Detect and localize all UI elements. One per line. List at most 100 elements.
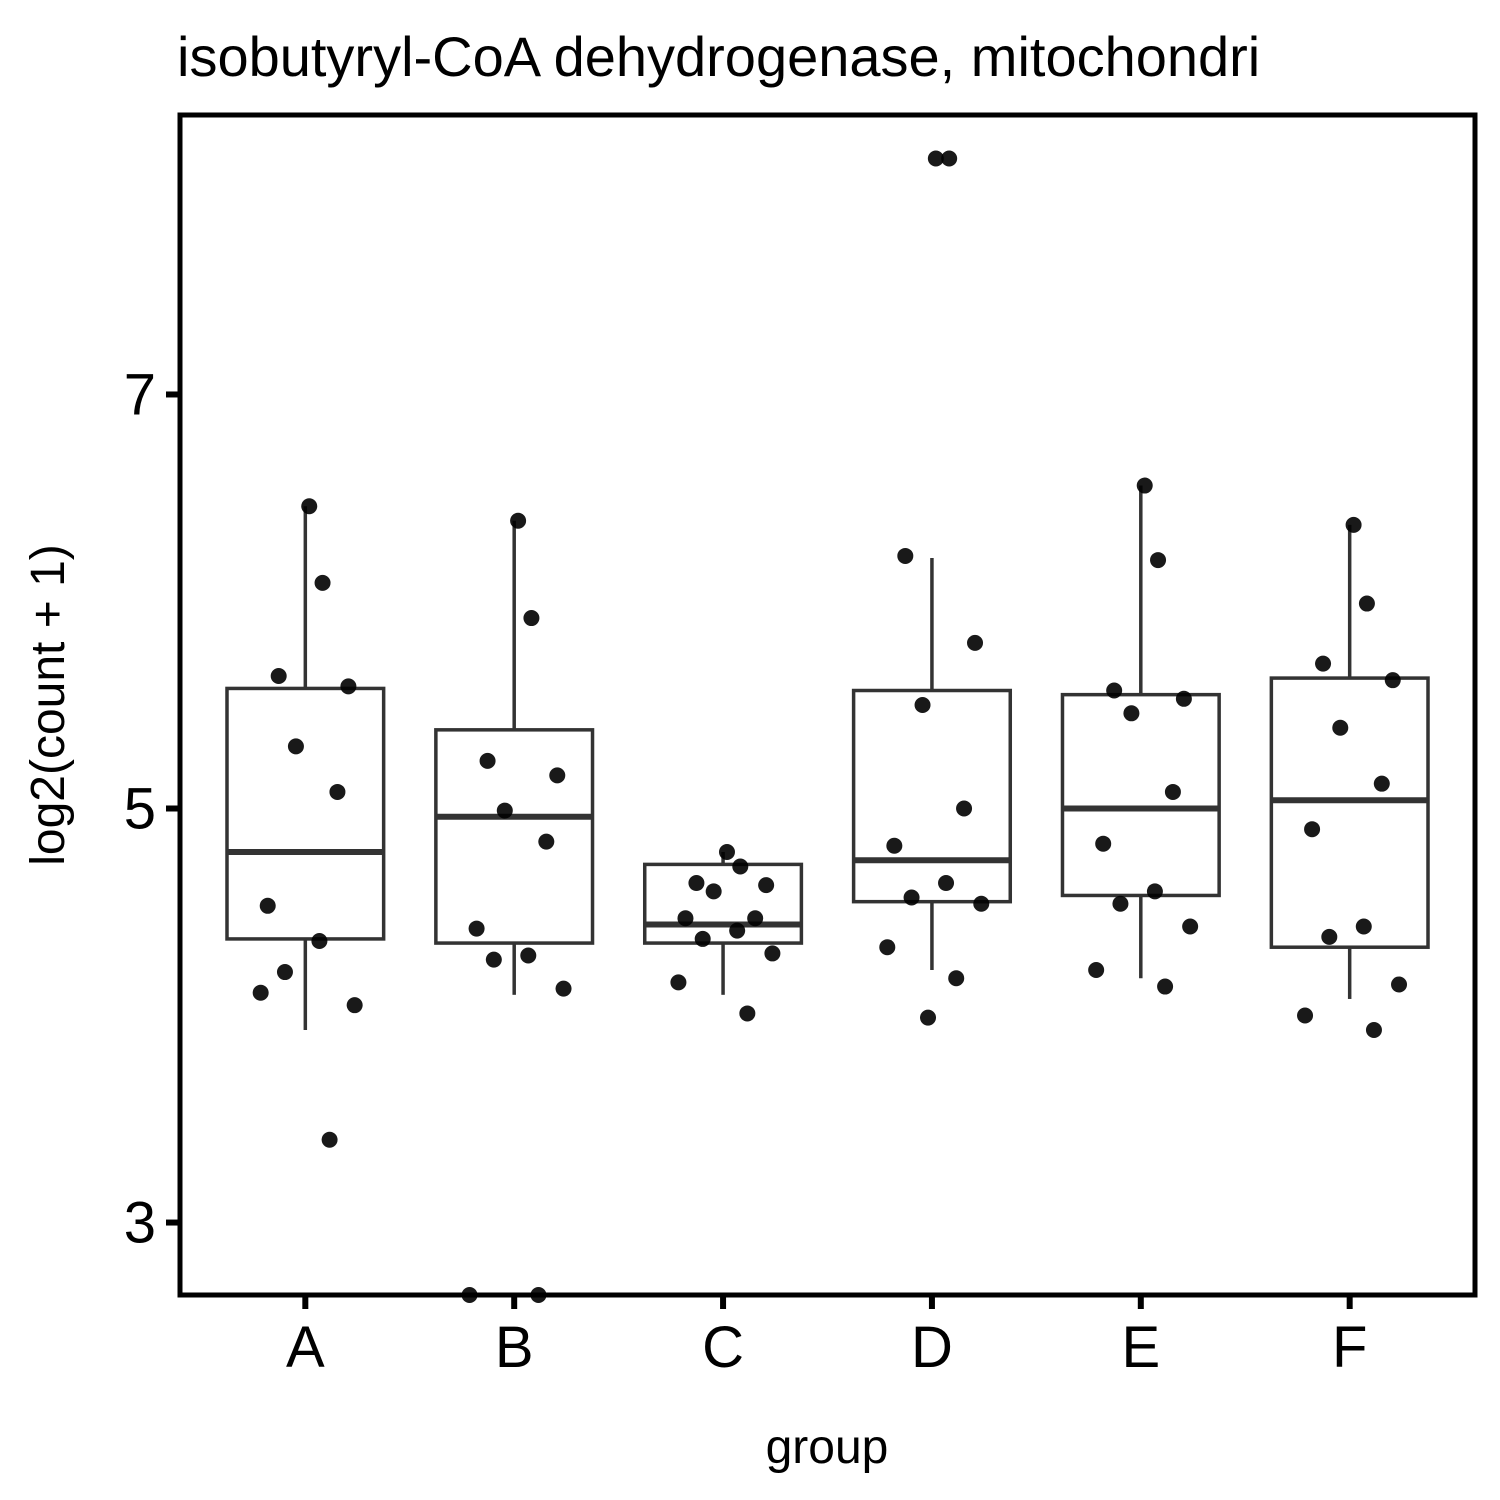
- data-point: [1297, 1007, 1314, 1024]
- data-point: [920, 1009, 937, 1026]
- box-A: [225, 506, 386, 1031]
- data-point: [747, 910, 764, 927]
- data-point: [967, 634, 984, 651]
- data-point: [1123, 705, 1140, 722]
- data-point: [1182, 918, 1199, 935]
- data-point: [1136, 477, 1153, 494]
- data-point: [677, 910, 694, 927]
- data-point: [670, 974, 687, 991]
- data-point: [468, 920, 485, 937]
- box-D: [851, 558, 1013, 970]
- x-tick-label: C: [702, 1315, 744, 1380]
- data-point: [1146, 883, 1163, 900]
- data-point: [479, 752, 496, 769]
- x-tick-label: D: [911, 1315, 953, 1380]
- axes: 3 5 7 A B C D E F: [124, 362, 1368, 1380]
- data-point: [758, 877, 775, 894]
- plot-frame: [177, 112, 1478, 1298]
- data-point: [1345, 516, 1362, 533]
- interquartile-box: [225, 686, 386, 941]
- x-tick-label: A: [286, 1315, 325, 1380]
- data-point: [1150, 552, 1167, 569]
- interquartile-box: [434, 728, 595, 945]
- data-point: [903, 889, 920, 906]
- data-point: [1384, 672, 1401, 689]
- data-point: [1315, 655, 1332, 672]
- data-point: [259, 897, 276, 914]
- points-A: [252, 498, 363, 1148]
- data-point: [948, 970, 965, 987]
- points-B: [461, 512, 572, 1303]
- data-point: [496, 802, 513, 819]
- x-axis-title: group: [766, 1421, 889, 1474]
- data-point: [705, 883, 722, 900]
- data-point: [879, 939, 896, 956]
- data-point: [276, 964, 293, 981]
- y-tick-label: 5: [124, 777, 156, 842]
- data-point: [1164, 783, 1181, 800]
- data-point: [311, 933, 328, 949]
- data-point: [694, 930, 711, 947]
- data-point: [1321, 928, 1338, 945]
- y-tick-label: 3: [124, 1191, 156, 1256]
- data-point: [485, 951, 502, 968]
- points-F: [1297, 516, 1408, 1039]
- data-point: [1332, 719, 1349, 736]
- data-point: [1304, 821, 1321, 838]
- data-point: [886, 837, 903, 854]
- data-point: [897, 547, 914, 564]
- data-point: [287, 738, 304, 755]
- data-point: [301, 498, 318, 515]
- data-point: [718, 843, 735, 860]
- data-point: [538, 833, 555, 850]
- data-point: [1355, 918, 1372, 935]
- data-point: [1106, 682, 1123, 699]
- data-point: [1358, 595, 1375, 612]
- data-point: [764, 945, 781, 962]
- interquartile-box: [642, 862, 804, 945]
- data-point: [314, 574, 331, 591]
- interquartile-box: [851, 688, 1013, 904]
- chart-title: isobutyryl-CoA dehydrogenase, mitochondr…: [177, 25, 1260, 88]
- y-tick-label: 7: [124, 362, 156, 427]
- data-point: [729, 922, 746, 939]
- data-point: [941, 150, 958, 167]
- data-point: [252, 984, 269, 1001]
- data-point: [914, 697, 931, 713]
- data-point: [938, 875, 955, 892]
- box-F: [1269, 524, 1430, 999]
- data-point: [329, 783, 346, 800]
- data-point: [739, 1005, 756, 1022]
- data-point: [555, 980, 572, 997]
- y-axis-title: log2(count + 1): [22, 544, 75, 866]
- box-B: [434, 520, 595, 995]
- data-point: [510, 512, 527, 529]
- box-E: [1060, 485, 1221, 979]
- data-point: [321, 1131, 338, 1148]
- plot-area: [225, 150, 1430, 1303]
- points-D: [879, 150, 990, 1026]
- data-point: [1095, 835, 1112, 852]
- points-C: [670, 843, 781, 1022]
- x-tick-label: F: [1332, 1315, 1367, 1380]
- data-point: [520, 947, 537, 964]
- data-point: [1112, 895, 1129, 912]
- data-point: [956, 800, 973, 817]
- data-point: [1365, 1022, 1382, 1039]
- data-point: [732, 858, 749, 875]
- data-point: [270, 668, 287, 685]
- data-point: [973, 895, 990, 912]
- x-tick-label: E: [1121, 1315, 1160, 1380]
- interquartile-box: [1269, 676, 1430, 949]
- data-point: [1157, 978, 1174, 995]
- data-point: [340, 678, 357, 695]
- data-point: [1391, 976, 1408, 993]
- data-point: [1373, 775, 1390, 792]
- data-point: [346, 997, 363, 1014]
- data-point: [523, 610, 540, 627]
- x-tick-label: B: [495, 1315, 534, 1380]
- data-point: [688, 875, 705, 892]
- data-point: [1088, 961, 1105, 978]
- data-point: [1175, 690, 1192, 707]
